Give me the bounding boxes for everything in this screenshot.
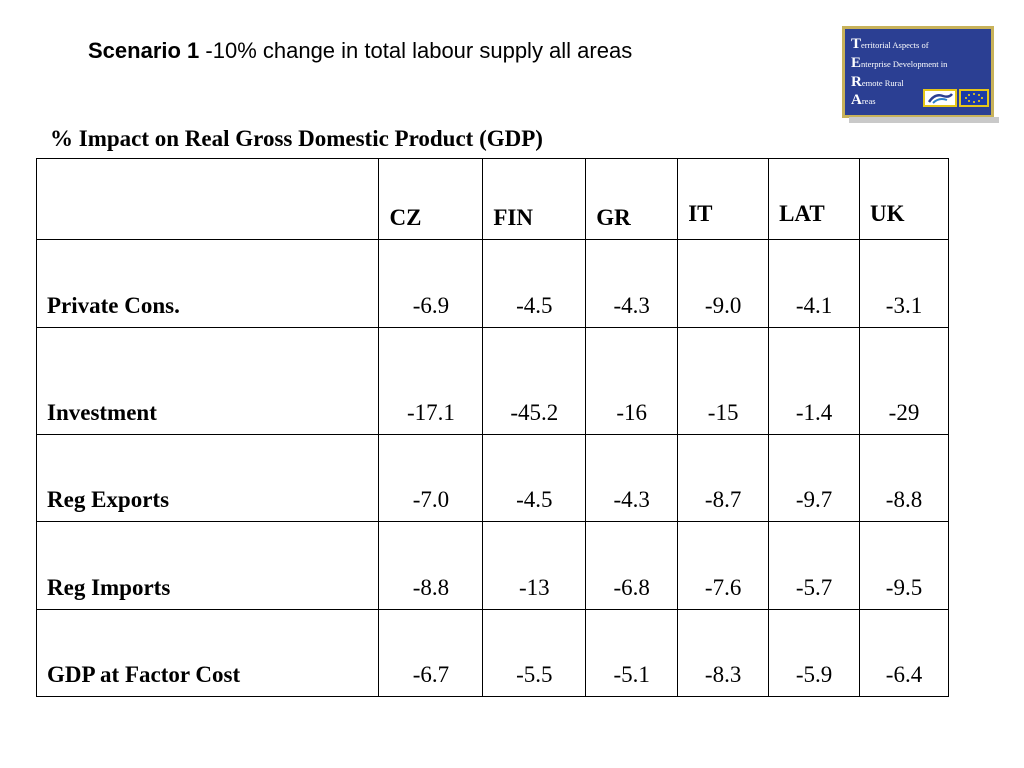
gdp-impact-table: CZ FIN GR IT LAT UK Private Cons. -6.9 -… <box>35 158 949 697</box>
table-cell: -5.5 <box>482 609 587 697</box>
row-label: Reg Imports <box>35 521 380 610</box>
table-cell: -8.8 <box>859 434 949 522</box>
row-label: Private Cons. <box>35 239 380 328</box>
slide-title-scenario: Scenario 1 <box>88 38 200 63</box>
table-cell: -4.3 <box>585 239 679 328</box>
table-row: Private Cons. -6.9 -4.5 -4.3 -9.0 -4.1 -… <box>35 239 949 328</box>
table-cell: -7.0 <box>378 434 484 522</box>
column-header-it: IT <box>677 158 770 240</box>
table-cell: -1.4 <box>768 327 861 435</box>
eu-flag-icon <box>959 89 989 107</box>
table-cell: -5.1 <box>585 609 679 697</box>
table-cell: -4.3 <box>585 434 679 522</box>
table-row: Reg Imports -8.8 -13 -6.8 -7.6 -5.7 -9.5 <box>35 521 949 610</box>
table-cell: -4.5 <box>482 434 587 522</box>
table-cell: -8.3 <box>677 609 770 697</box>
table-cell: -13 <box>482 521 587 610</box>
table-cell: -3.1 <box>859 239 949 328</box>
table-cell: -9.5 <box>859 521 949 610</box>
table-cell: -4.1 <box>768 239 861 328</box>
column-header-lat: LAT <box>768 158 861 240</box>
table-cell: -29 <box>859 327 949 435</box>
table-cell: -9.0 <box>677 239 770 328</box>
table-cell: -7.6 <box>677 521 770 610</box>
table-row: GDP at Factor Cost -6.7 -5.5 -5.1 -8.3 -… <box>35 609 949 697</box>
tera-logo: Territorial Aspects of Enterprise Develo… <box>842 26 999 123</box>
row-label: Investment <box>35 327 380 435</box>
table-cell: -9.7 <box>768 434 861 522</box>
row-label: GDP at Factor Cost <box>35 609 380 697</box>
table-caption: % Impact on Real Gross Domestic Product … <box>50 126 543 151</box>
table-cell: -8.8 <box>378 521 484 610</box>
table-cell: -16 <box>585 327 679 435</box>
column-header-fin: FIN <box>482 158 587 240</box>
slide-title: Scenario 1 -10% change in total labour s… <box>88 38 632 64</box>
table-cell: -5.7 <box>768 521 861 610</box>
table-cell: -17.1 <box>378 327 484 435</box>
table-row: Investment -17.1 -45.2 -16 -15 -1.4 -29 <box>35 327 949 435</box>
logo-line-3: Remote Rural <box>851 74 904 90</box>
column-header-uk: UK <box>859 158 949 240</box>
header-empty-cell <box>35 158 380 240</box>
column-header-cz: CZ <box>378 158 484 240</box>
table-cell: -15 <box>677 327 770 435</box>
table-cell: -6.7 <box>378 609 484 697</box>
table-cell: -4.5 <box>482 239 587 328</box>
slide-title-description: -10% change in total labour supply all a… <box>199 38 633 63</box>
logo-line-2: Enterprise Development in <box>851 55 948 71</box>
logo-shadow <box>849 117 999 123</box>
table-cell: -8.7 <box>677 434 770 522</box>
table-cell: -45.2 <box>482 327 587 435</box>
table-header-row: CZ FIN GR IT LAT UK <box>35 158 949 240</box>
logo-line-1: Territorial Aspects of <box>851 36 929 52</box>
column-header-gr: GR <box>585 158 679 240</box>
table-cell: -6.4 <box>859 609 949 697</box>
table-cell: -6.9 <box>378 239 484 328</box>
logo-line-4: Areas <box>851 92 876 108</box>
row-label: Reg Exports <box>35 434 380 522</box>
table-row: Reg Exports -7.0 -4.5 -4.3 -8.7 -9.7 -8.… <box>35 434 949 522</box>
table-cell: -6.8 <box>585 521 679 610</box>
tera-emblem-icon <box>923 89 957 107</box>
table-cell: -5.9 <box>768 609 861 697</box>
